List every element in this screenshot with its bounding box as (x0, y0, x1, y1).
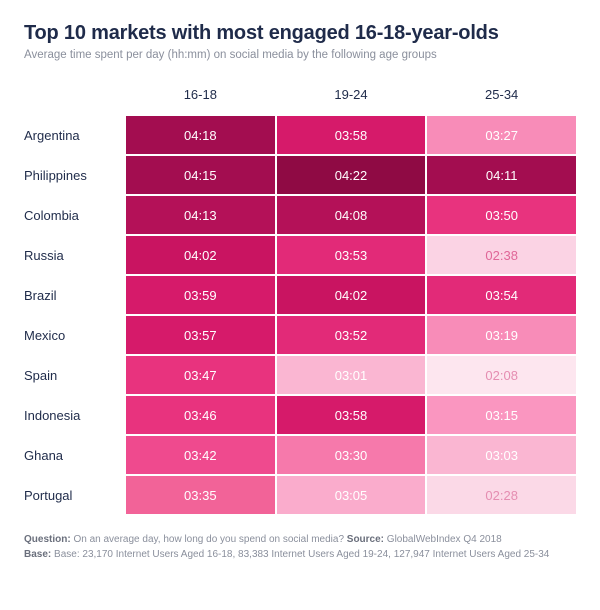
column-header: 19-24 (277, 83, 426, 114)
heatmap-cell: 03:19 (427, 316, 576, 354)
heatmap-cell: 02:38 (427, 236, 576, 274)
chart-subtitle: Average time spent per day (hh:mm) on so… (24, 49, 576, 61)
heatmap-cell: 02:28 (427, 476, 576, 514)
footer-question-text: On an average day, how long do you spend… (71, 534, 347, 545)
heatmap-cell: 04:08 (277, 196, 426, 234)
heatmap-cell: 02:08 (427, 356, 576, 394)
row-header: Russia (24, 236, 124, 274)
row-header: Ghana (24, 436, 124, 474)
chart-footer: Question: On an average day, how long do… (24, 532, 576, 562)
row-header: Argentina (24, 116, 124, 154)
heatmap-cell: 03:57 (126, 316, 275, 354)
heatmap-cell: 03:05 (277, 476, 426, 514)
heatmap-cell: 04:02 (126, 236, 275, 274)
heatmap-cell: 03:50 (427, 196, 576, 234)
heatmap-cell: 03:30 (277, 436, 426, 474)
column-header: 25-34 (427, 83, 576, 114)
heatmap-corner (24, 83, 124, 114)
row-header: Brazil (24, 276, 124, 314)
heatmap-cell: 03:15 (427, 396, 576, 434)
footer-question-label: Question: (24, 534, 71, 545)
heatmap-cell: 03:35 (126, 476, 275, 514)
heatmap-cell: 04:15 (126, 156, 275, 194)
heatmap-cell: 04:18 (126, 116, 275, 154)
footer-base-label: Base: (24, 549, 51, 560)
heatmap-cell: 03:01 (277, 356, 426, 394)
heatmap-cell: 03:59 (126, 276, 275, 314)
column-header: 16-18 (126, 83, 275, 114)
row-header: Indonesia (24, 396, 124, 434)
heatmap-cell: 03:58 (277, 396, 426, 434)
heatmap-cell: 04:11 (427, 156, 576, 194)
heatmap-cell: 03:47 (126, 356, 275, 394)
row-header: Portugal (24, 476, 124, 514)
heatmap-cell: 03:46 (126, 396, 275, 434)
heatmap-cell: 03:53 (277, 236, 426, 274)
heatmap-cell: 03:03 (427, 436, 576, 474)
row-header: Spain (24, 356, 124, 394)
heatmap-cell: 04:13 (126, 196, 275, 234)
heatmap-cell: 04:22 (277, 156, 426, 194)
heatmap-grid: 16-1819-2425-34Argentina04:1803:5803:27P… (24, 83, 576, 514)
heatmap-cell: 03:42 (126, 436, 275, 474)
row-header: Mexico (24, 316, 124, 354)
heatmap-cell: 03:54 (427, 276, 576, 314)
footer-source-text: GlobalWebIndex Q4 2018 (384, 534, 502, 545)
footer-base-text: Base: 23,170 Internet Users Aged 16-18, … (51, 549, 549, 560)
footer-source-label: Source: (347, 534, 384, 545)
row-header: Philippines (24, 156, 124, 194)
heatmap-cell: 04:02 (277, 276, 426, 314)
chart-title: Top 10 markets with most engaged 16-18-y… (24, 22, 576, 45)
heatmap-cell: 03:58 (277, 116, 426, 154)
heatmap-cell: 03:52 (277, 316, 426, 354)
row-header: Colombia (24, 196, 124, 234)
heatmap-cell: 03:27 (427, 116, 576, 154)
